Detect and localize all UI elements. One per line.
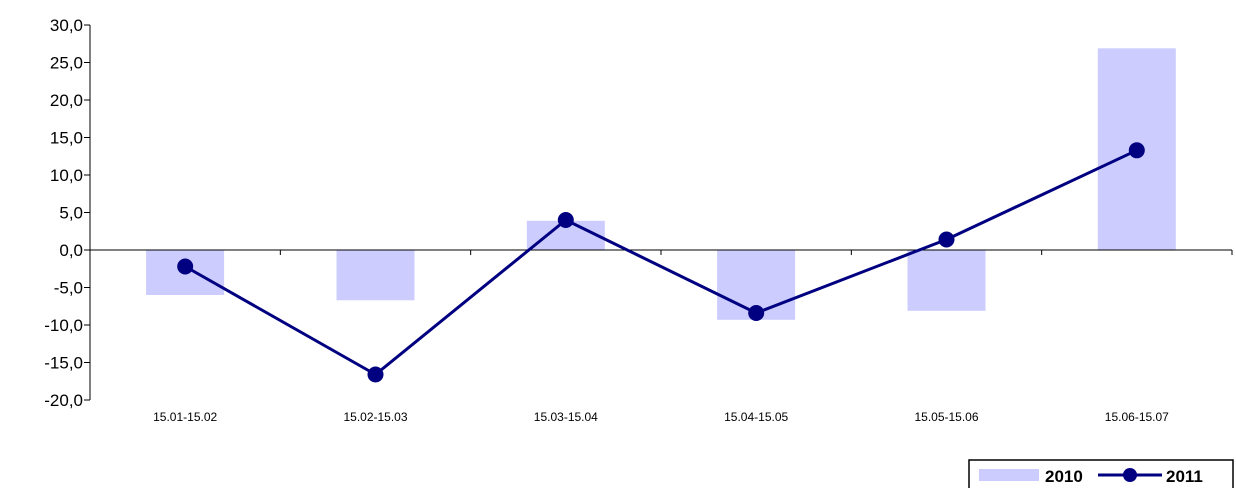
line-point-2011 [1128, 142, 1145, 159]
legend-label-2011: 2011 [1166, 467, 1203, 486]
axes: 30,0 25,0 20,0 15,0 10,0 5,0 0,0 -5,0 -10,0 -15,0… [44, 16, 1233, 424]
y-tick-label: 15,0 [50, 129, 83, 148]
legend-marker-2011 [1123, 468, 1137, 482]
legend: 2010 2011 [968, 459, 1234, 488]
line-point-2011 [557, 212, 574, 228]
y-tick-label: 30,0 [50, 16, 83, 35]
y-tick-label: -5,0 [54, 279, 83, 298]
x-tick-label: 15.01-15.02 [153, 410, 217, 424]
bar-series-2010 [146, 48, 1176, 320]
x-tick-label: 15.03-15.04 [534, 410, 598, 424]
y-tick-label: -10,0 [44, 316, 83, 335]
y-tick-label: -15,0 [44, 354, 83, 373]
y-tick-label: 5,0 [59, 204, 83, 223]
bar-2010 [907, 250, 986, 311]
x-tick-label: 15.04-15.05 [724, 410, 788, 424]
y-tick-label: 25,0 [50, 54, 83, 73]
legend-label-2010: 2010 [1045, 467, 1083, 486]
line-2011 [184, 148, 1138, 376]
line-point-2011 [938, 231, 955, 248]
legend-swatch-2010 [979, 469, 1039, 481]
x-tick-label: 15.06-15.07 [1105, 410, 1169, 424]
line-series-2011 [177, 142, 1145, 383]
y-tick-label: 10,0 [50, 166, 83, 185]
x-tick-label: 15.02-15.03 [343, 410, 407, 424]
bar-2010 [336, 250, 415, 301]
y-tick-label: 20,0 [50, 91, 83, 110]
y-tick-label: -20,0 [44, 391, 83, 410]
line-point-2011 [367, 366, 384, 383]
line-point-2011 [748, 305, 765, 321]
line-point-2011 [177, 258, 194, 275]
x-tick-label: 15.05-15.06 [914, 410, 978, 424]
y-tick-label: 0,0 [59, 241, 83, 260]
